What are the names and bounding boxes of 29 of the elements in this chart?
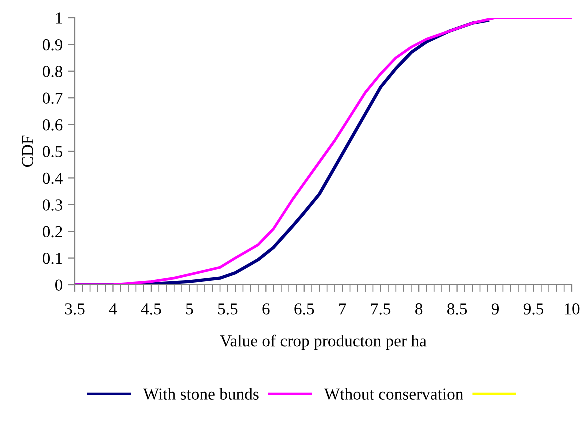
y-tick-label: 0.7 (42, 92, 63, 104)
x-tick-label: 7 (340, 304, 346, 315)
y-tick-label: 1 (56, 12, 62, 24)
x-tick-label: 10 (565, 304, 580, 315)
y-tick-label: 0 (55, 280, 63, 291)
x-tick-label: 6 (262, 304, 270, 315)
x-tick-label: 9.5 (524, 304, 544, 315)
y-tick-label: 0.9 (42, 39, 63, 51)
x-tick-label: 3.5 (65, 304, 85, 315)
x-axis-title: Value of crop producton per ha (220, 334, 427, 350)
x-tick-label: 9 (492, 304, 500, 315)
x-tick-label: 6.5 (294, 304, 314, 315)
y-tick-label: 0.8 (42, 66, 63, 78)
legend-label: Wthout conservation (324, 388, 464, 400)
x-tick-label: 5.5 (218, 304, 238, 315)
x-tick-label: 4.5 (141, 304, 162, 315)
x-tick-label: 5 (186, 304, 194, 315)
y-tick-label: 0.2 (42, 226, 62, 238)
x-tick-label: 4 (109, 304, 118, 315)
y-tick-label: 0.3 (42, 200, 63, 211)
x-tick-label: 7.5 (372, 304, 391, 315)
y-tick-label: 0.6 (42, 120, 63, 131)
y-axis-title: CDF (22, 136, 34, 168)
x-tick-label: 8.5 (448, 304, 468, 315)
y-tick-label: 0.4 (42, 172, 63, 184)
y-tick-label: 0.5 (42, 146, 63, 158)
legend-label: With stone bunds (143, 388, 259, 400)
x-tick-label: 8 (416, 304, 423, 315)
y-tick-label: 0.1 (42, 253, 62, 264)
